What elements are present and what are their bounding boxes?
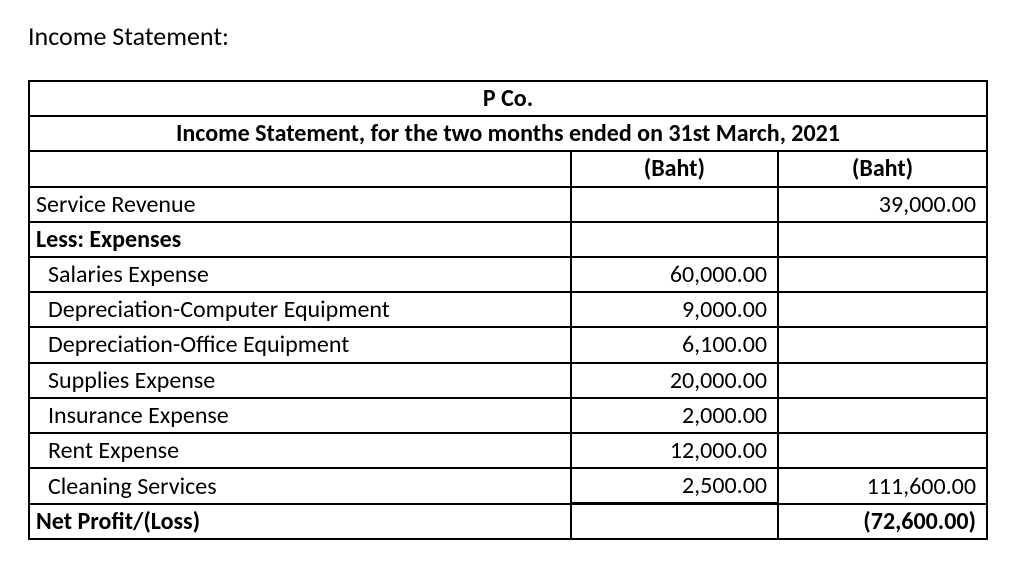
row-amount-1: 2,500.00 — [571, 468, 778, 504]
statement-title-row: Income Statement, for the two months end… — [29, 116, 987, 151]
column-header-baht-2: (Baht) — [778, 151, 987, 186]
row-amount-2 — [778, 257, 987, 292]
row-amount-2: 111,600.00 — [778, 468, 987, 504]
row-amount-1: 2,000.00 — [571, 398, 778, 433]
row-amount-2: 39,000.00 — [778, 187, 987, 222]
row-label: Supplies Expense — [29, 363, 571, 398]
row-amount-1 — [571, 187, 778, 222]
row-label: Salaries Expense — [29, 257, 571, 292]
row-amount-2 — [778, 327, 987, 362]
table-row: Rent Expense12,000.00 — [29, 433, 987, 468]
company-name: P Co. — [29, 81, 987, 116]
row-label: Cleaning Services — [29, 468, 571, 504]
table-row: Net Profit/(Loss) (72,600.00) — [29, 504, 987, 539]
row-amount-2 — [778, 363, 987, 398]
row-label: Net Profit/(Loss) — [29, 504, 571, 539]
table-row: Supplies Expense20,000.00 — [29, 363, 987, 398]
row-amount-2 — [778, 292, 987, 327]
row-amount-1: 6,100.00 — [571, 327, 778, 362]
row-amount-2 — [778, 433, 987, 468]
row-label: Insurance Expense — [29, 398, 571, 433]
page-title: Income Statement: — [28, 20, 996, 52]
table-row: Cleaning Services2,500.00111,600.00 — [29, 468, 987, 504]
column-header-row: (Baht) (Baht) — [29, 151, 987, 186]
table-row: Depreciation-Office Equipment6,100.00 — [29, 327, 987, 362]
row-amount-1 — [571, 504, 778, 539]
row-amount-2 — [778, 398, 987, 433]
table-row: Less: Expenses — [29, 222, 987, 257]
row-amount-2 — [778, 222, 987, 257]
row-label: Rent Expense — [29, 433, 571, 468]
row-label: Less: Expenses — [29, 222, 571, 257]
table-row: Service Revenue 39,000.00 — [29, 187, 987, 222]
row-amount-1: 9,000.00 — [571, 292, 778, 327]
row-amount-1 — [571, 222, 778, 257]
row-label: Service Revenue — [29, 187, 571, 222]
row-amount-2: (72,600.00) — [778, 504, 987, 539]
blank-header — [29, 151, 571, 186]
row-amount-1: 60,000.00 — [571, 257, 778, 292]
column-header-baht-1: (Baht) — [571, 151, 778, 186]
table-row: Depreciation-Computer Equipment9,000.00 — [29, 292, 987, 327]
row-amount-1: 12,000.00 — [571, 433, 778, 468]
statement-title: Income Statement, for the two months end… — [29, 116, 987, 151]
company-row: P Co. — [29, 81, 987, 116]
table-row: Salaries Expense60,000.00 — [29, 257, 987, 292]
row-label: Depreciation-Computer Equipment — [29, 292, 571, 327]
row-label: Depreciation-Office Equipment — [29, 327, 571, 362]
row-amount-1: 20,000.00 — [571, 363, 778, 398]
income-statement-table: P Co. Income Statement, for the two mont… — [28, 80, 988, 540]
table-row: Insurance Expense2,000.00 — [29, 398, 987, 433]
